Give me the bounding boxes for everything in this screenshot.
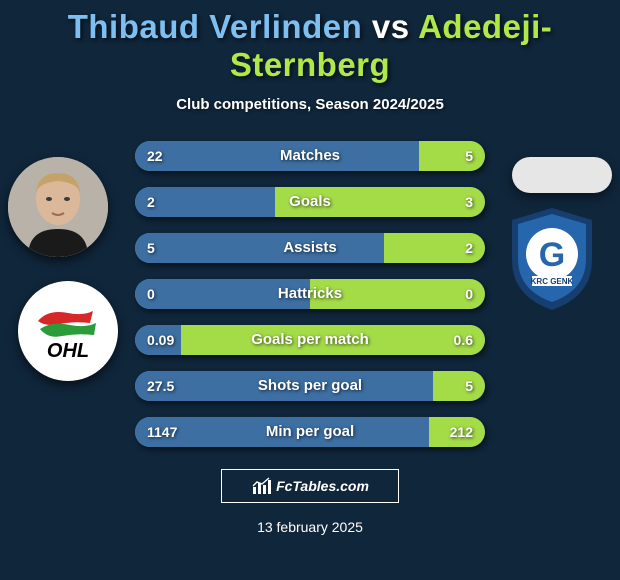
snapshot-date: 13 february 2025	[0, 519, 620, 535]
comparison-title: Thibaud Verlinden vs Adedeji-Sternberg	[0, 0, 620, 84]
player2-club-logo: G KRC GENK	[502, 209, 602, 309]
brand-label: FcTables.com	[276, 478, 369, 494]
player1-avatar	[8, 157, 108, 257]
stat-bar: Goals2 3	[135, 187, 485, 217]
stat-value-right: 2	[465, 233, 473, 263]
stat-value-right: 3	[465, 187, 473, 217]
comparison-content: OHL G KRC GENK Matches225Goals23Assists5…	[0, 141, 620, 447]
stat-value-right: 212	[450, 417, 473, 447]
svg-text:G: G	[539, 236, 565, 274]
stat-value-left: 27.5	[147, 371, 174, 401]
brand-box[interactable]: FcTables.com	[221, 469, 399, 503]
stat-label: Goals	[135, 187, 485, 217]
brand-chart-icon	[251, 476, 271, 496]
stat-label: Min per goal	[135, 417, 485, 447]
player1-club-logo: OHL	[18, 281, 118, 381]
player2-avatar	[512, 157, 612, 193]
competition-subtitle: Club competitions, Season 2024/2025	[0, 96, 620, 113]
stat-value-right: 0	[465, 279, 473, 309]
stat-bars: Matches225Goals23Assists52Hattricks00Goa…	[135, 141, 485, 447]
stat-value-left: 1147	[147, 417, 177, 447]
stat-bar: Matches22 5	[135, 141, 485, 171]
stat-label: Shots per goal	[135, 371, 485, 401]
stat-bar: Goals per match0.09 0.6	[135, 325, 485, 355]
stat-bar: Shots per goal27.5 5	[135, 371, 485, 401]
stat-bar: Min per goal1147 212	[135, 417, 485, 447]
svg-text:OHL: OHL	[47, 340, 89, 362]
stat-value-right: 0.6	[454, 325, 473, 355]
stat-label: Goals per match	[135, 325, 485, 355]
stat-value-left: 2	[147, 187, 155, 217]
stat-value-left: 0	[147, 279, 155, 309]
svg-text:KRC GENK: KRC GENK	[531, 277, 574, 286]
stat-value-left: 5	[147, 233, 155, 263]
stat-value-right: 5	[465, 141, 473, 171]
stat-value-left: 0.09	[147, 325, 174, 355]
stat-bar: Hattricks0 0	[135, 279, 485, 309]
stat-label: Hattricks	[135, 279, 485, 309]
stat-label: Assists	[135, 233, 485, 263]
stat-label: Matches	[135, 141, 485, 171]
stat-value-right: 5	[465, 371, 473, 401]
stat-bar: Assists5 2	[135, 233, 485, 263]
stat-value-left: 22	[147, 141, 163, 171]
player1-name: Thibaud Verlinden	[68, 8, 363, 45]
vs-label: vs	[372, 8, 410, 45]
